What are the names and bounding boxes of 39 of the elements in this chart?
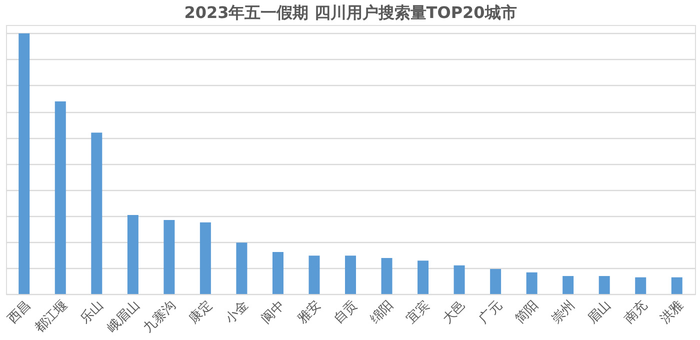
bar [598,276,610,294]
x-tick-label: 乐山 [78,298,107,327]
x-tick-label: 简阳 [512,298,542,327]
bar [308,256,320,294]
x-tick-label: 雅安 [294,297,324,327]
x-tick-label: 眉山 [585,298,614,327]
x-tick-label: 广元 [476,298,506,327]
x-tick-label: 小金 [222,298,252,327]
bar [164,220,175,294]
bar [54,101,66,294]
bar [272,252,284,294]
bar [526,272,538,294]
bar [236,242,248,294]
bar [200,222,211,294]
x-tick-label: 九寨沟 [140,297,180,336]
x-tick-label: 峨眉山 [104,298,143,336]
bar [490,268,502,294]
bar [635,277,646,294]
chart-title: 2023年五一假期 四川用户搜索量TOP20城市 [184,3,517,22]
bar [671,277,682,294]
bar [454,265,465,294]
x-tick-label: 宜宾 [403,297,433,327]
x-tick-label: 都江堰 [32,298,70,336]
bar [345,256,356,294]
x-tick-label: 南充 [622,298,651,327]
bar [562,276,574,294]
bar [381,258,392,294]
x-tick-label: 绵阳 [368,298,397,327]
x-tick-label: 洪雅 [658,298,687,327]
bar [18,33,30,294]
x-tick-label: 西昌 [5,298,34,327]
x-tick-label: 阆中 [258,298,288,327]
x-tick-label: 康定 [186,298,216,327]
bar [127,215,138,294]
bar [91,132,102,294]
x-tick-label: 崇州 [548,298,578,327]
x-tick-label: 大邑 [440,298,470,327]
bar [418,260,429,294]
x-tick-label: 自贡 [331,298,360,327]
